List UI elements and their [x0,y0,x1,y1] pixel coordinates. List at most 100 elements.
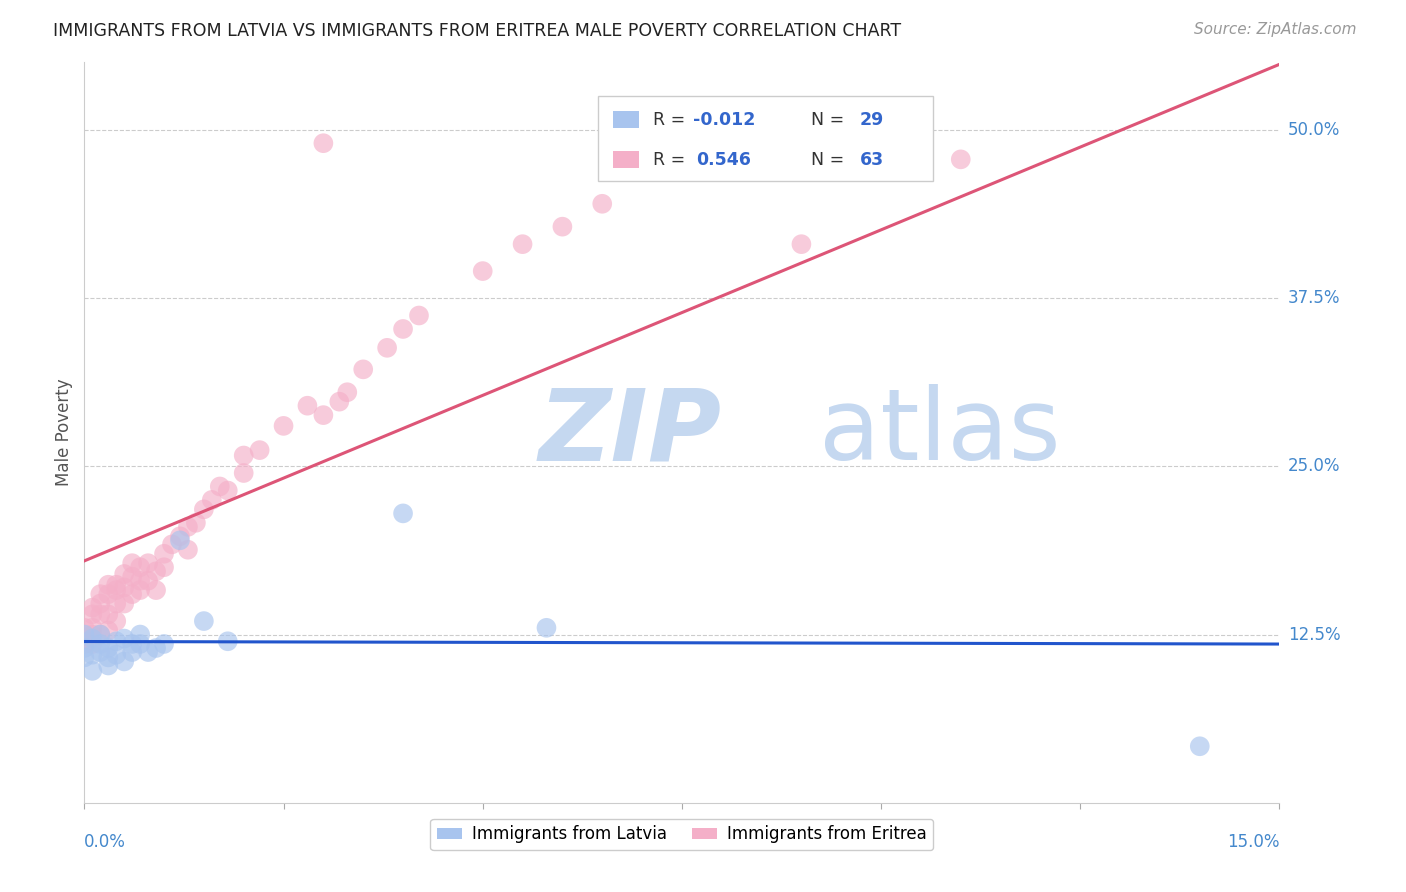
Text: 50.0%: 50.0% [1288,120,1340,139]
Text: R =: R = [654,151,696,169]
Point [105,614,128,628]
Point [105,597,128,611]
Point [97,578,120,592]
Text: R =: R = [654,111,690,128]
Point [312,136,335,151]
Point [105,648,128,662]
Point [177,520,200,534]
Point [82,607,104,622]
Point [112,597,135,611]
Text: Source: ZipAtlas.com: Source: ZipAtlas.com [1194,22,1357,37]
Point [82,632,104,646]
Point [97,640,120,655]
Point [177,542,200,557]
FancyBboxPatch shape [599,95,934,181]
Point [82,648,104,662]
Text: atlas: atlas [820,384,1062,481]
Point [129,637,152,651]
Text: N =: N = [800,151,851,169]
Point [121,645,143,659]
Point [232,466,254,480]
Point [82,600,104,615]
Text: IMMIGRANTS FROM LATVIA VS IMMIGRANTS FROM ERITREA MALE POVERTY CORRELATION CHART: IMMIGRANTS FROM LATVIA VS IMMIGRANTS FRO… [53,22,901,40]
Point [73,640,96,655]
Point [153,547,176,561]
Point [105,634,128,648]
Point [89,587,111,601]
Point [145,583,167,598]
Point [217,634,239,648]
Text: N =: N = [800,111,851,128]
Point [73,650,96,665]
Point [105,578,128,592]
Point [82,637,104,651]
Point [193,614,215,628]
Point [949,153,972,167]
Point [471,264,494,278]
Point [145,640,167,655]
Point [375,341,398,355]
Point [1188,739,1211,754]
Text: 0.546: 0.546 [696,151,751,169]
Point [105,583,128,598]
Point [392,322,415,336]
Point [97,658,120,673]
Point [512,237,534,252]
Legend: Immigrants from Latvia, Immigrants from Eritrea: Immigrants from Latvia, Immigrants from … [430,819,934,850]
Point [121,556,143,570]
Y-axis label: Male Poverty: Male Poverty [55,379,73,486]
Point [97,587,120,601]
Text: 63: 63 [860,151,884,169]
Point [153,560,176,574]
Point [89,627,111,641]
Point [249,443,271,458]
Point [551,219,574,234]
Point [790,237,813,252]
FancyBboxPatch shape [613,112,638,128]
Point [201,492,224,507]
Point [169,533,191,548]
Point [328,394,350,409]
Text: ZIP: ZIP [538,384,721,481]
Point [392,507,415,521]
Point [710,139,733,153]
Point [129,574,152,588]
Point [591,196,613,211]
Text: 25.0%: 25.0% [1288,458,1340,475]
Text: 0.0%: 0.0% [84,833,127,851]
Point [73,637,96,651]
Point [352,362,374,376]
Point [121,637,143,651]
Point [112,581,135,595]
Point [129,583,152,598]
Point [121,569,143,583]
Text: 15.0%: 15.0% [1227,833,1279,851]
Point [145,564,167,578]
Point [97,650,120,665]
Point [169,529,191,543]
Point [153,637,176,651]
Point [112,655,135,669]
Point [193,502,215,516]
Point [536,621,558,635]
Point [336,385,359,400]
Point [136,645,159,659]
Point [97,624,120,638]
Point [89,637,111,651]
Point [312,408,335,422]
Point [89,627,111,641]
Point [82,627,104,641]
Point [408,309,430,323]
Point [97,607,120,622]
Point [232,449,254,463]
Point [112,566,135,581]
Point [121,587,143,601]
Point [112,632,135,646]
FancyBboxPatch shape [613,152,638,168]
Point [89,597,111,611]
Point [136,556,159,570]
Point [273,418,295,433]
Point [297,399,319,413]
Point [129,560,152,574]
Point [160,537,183,551]
